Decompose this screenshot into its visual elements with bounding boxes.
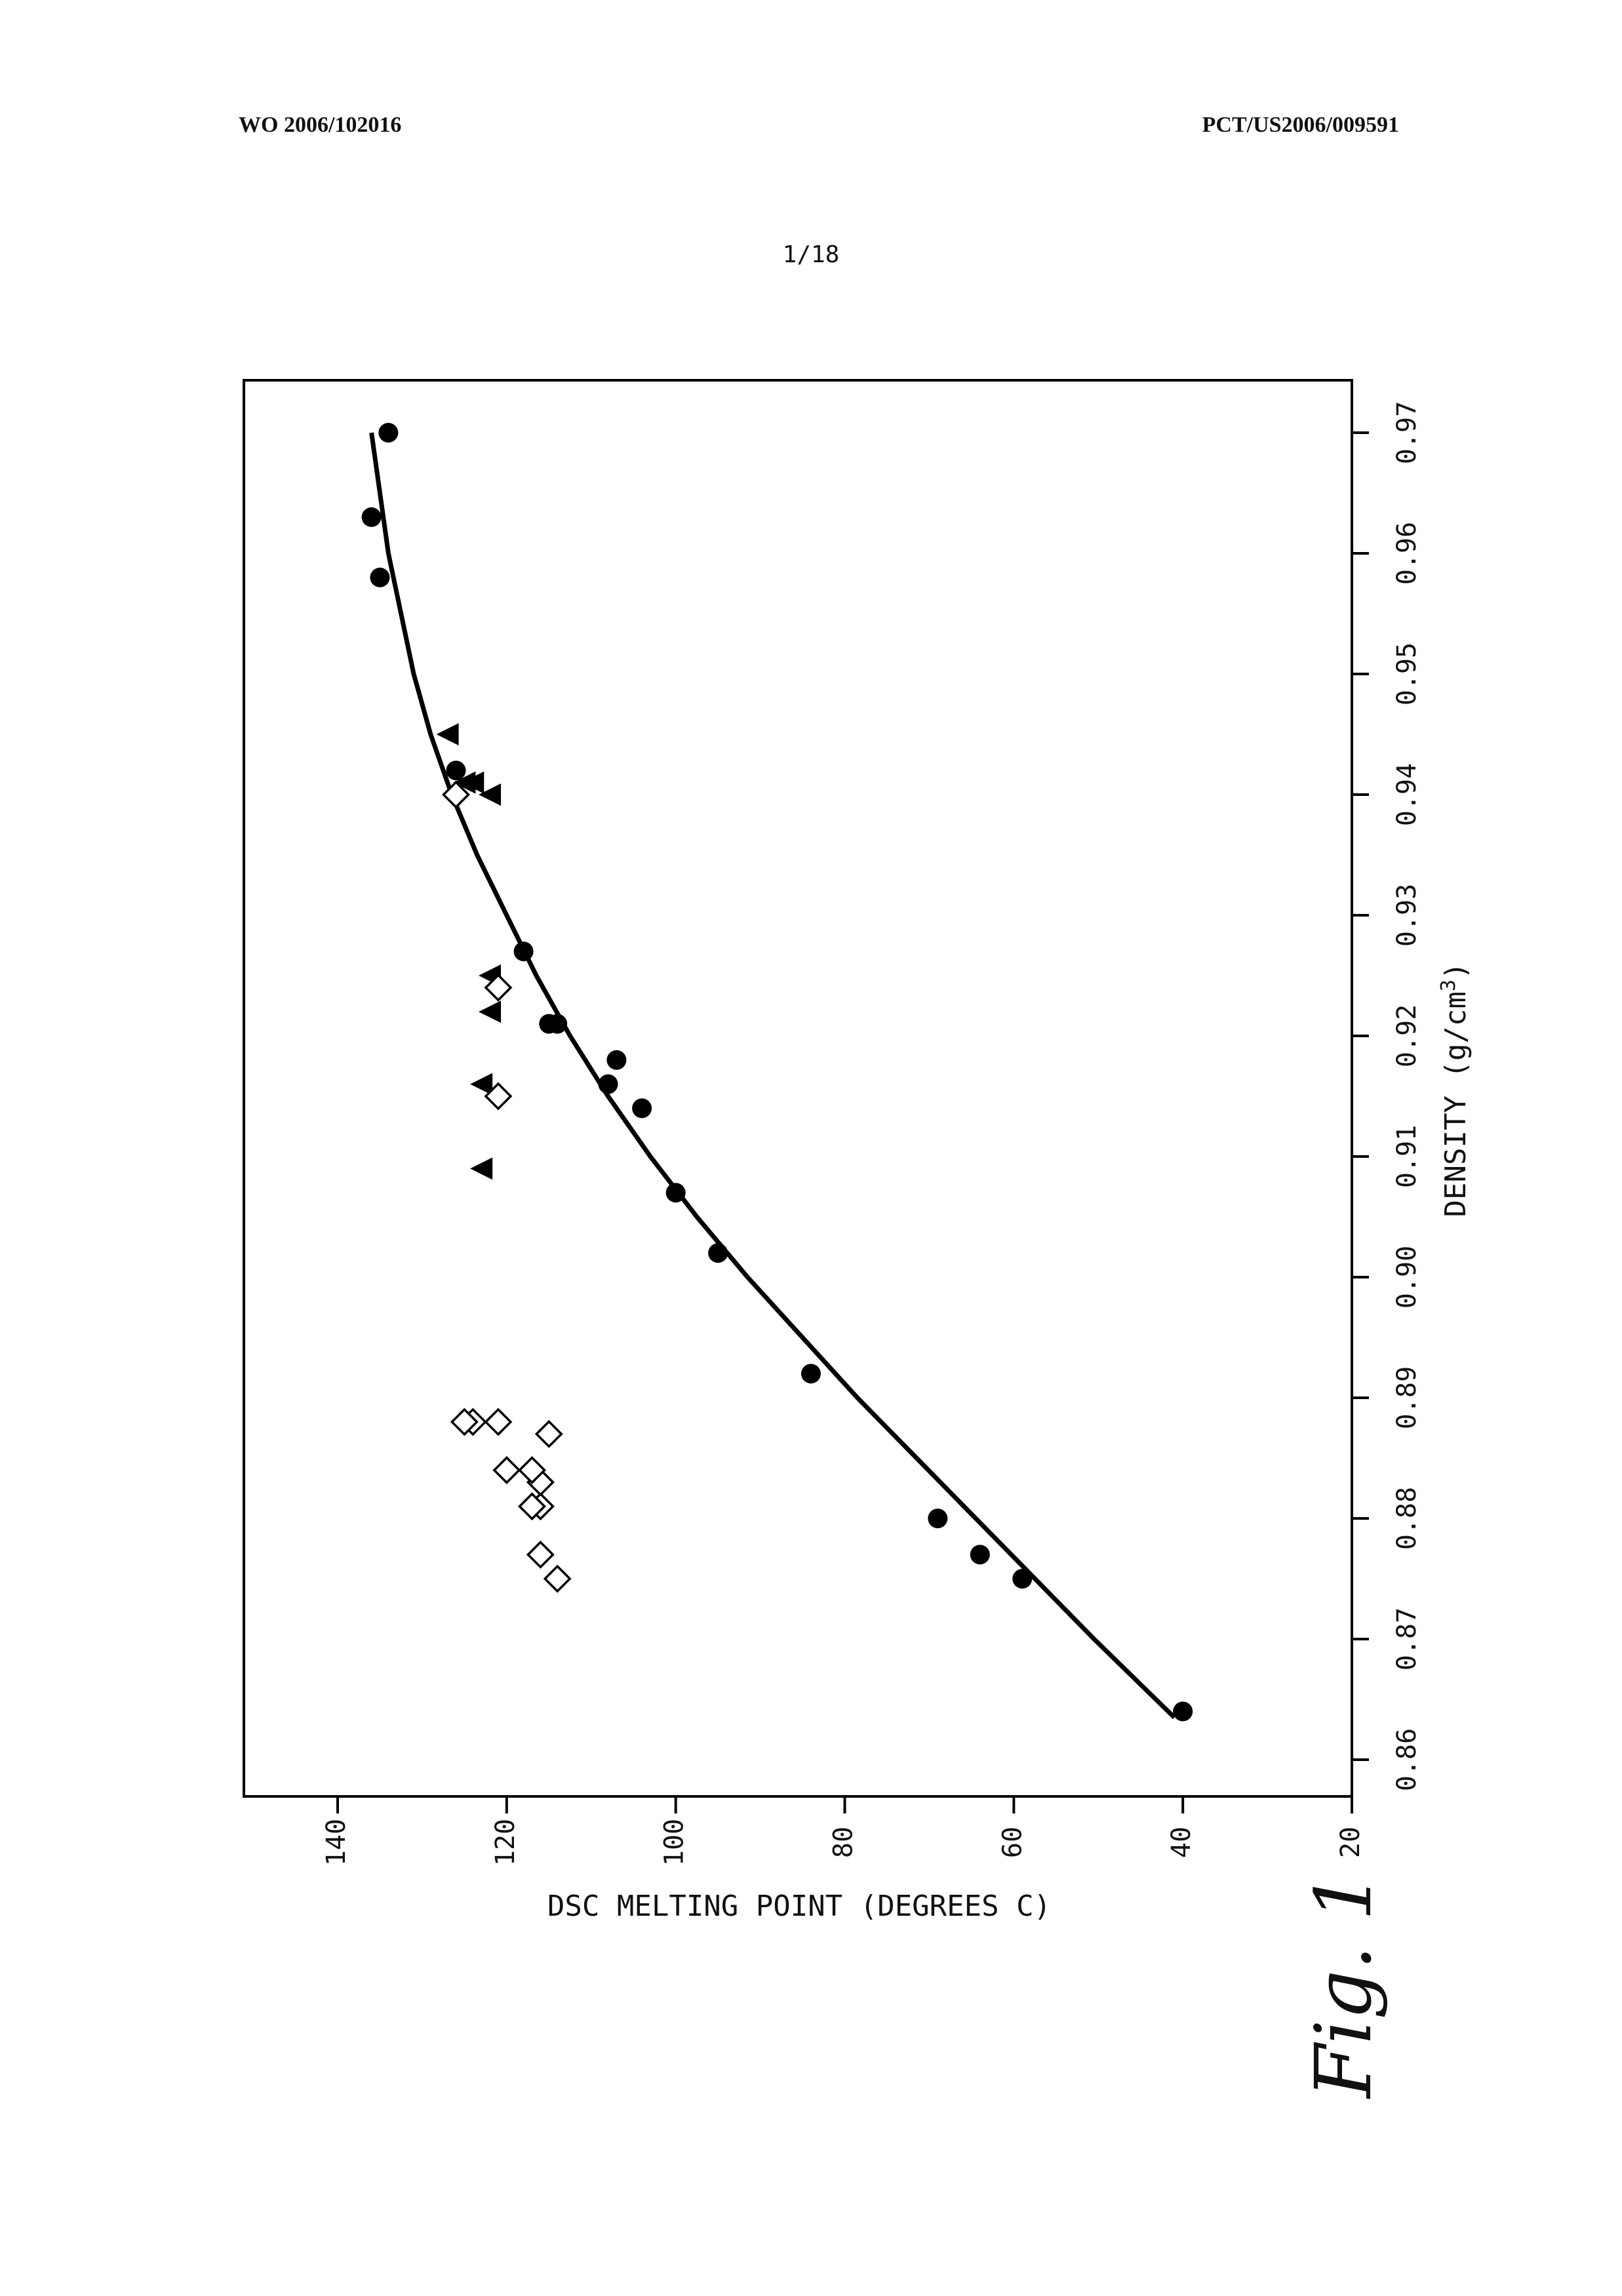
density-tick-label: 0.94 [1392,763,1422,826]
filled-triangle-point [437,723,459,745]
plot-frame [244,380,1352,1796]
melting-point-tick-label: 100 [660,1819,690,1866]
filled-circle-point [606,1050,626,1070]
filled-circle-point [970,1545,990,1564]
filled-circle-point [370,568,389,587]
density-tick-label: 0.97 [1392,401,1422,464]
melting-point-tick-label: 140 [321,1819,351,1866]
density-axis-title: DENSITY (g/cm3) [1437,962,1473,1217]
melting-point-tick-label: 120 [490,1819,521,1866]
density-tick-label: 0.87 [1392,1608,1422,1671]
filled-circle-point [378,423,398,443]
density-tick-label: 0.92 [1392,1004,1422,1067]
density-tick-label: 0.88 [1392,1487,1422,1550]
filled-circle-point [666,1183,686,1202]
density-tick-label: 0.93 [1392,884,1422,947]
density-tick-label: 0.89 [1392,1366,1422,1429]
filled-circle-point [632,1098,652,1118]
density-tick-label: 0.90 [1392,1246,1422,1309]
open-diamond-point [494,1457,519,1482]
filled-circle-point [801,1364,821,1383]
filled-circle-point [1012,1569,1032,1589]
figure-label: Fig. 1 [1298,1872,1389,2098]
open-diamond-point [545,1566,570,1591]
filled-circle-point [514,941,534,961]
filled-circle-point [599,1075,618,1094]
density-tick-label: 0.91 [1392,1125,1422,1188]
density-tick-label: 0.96 [1392,522,1422,585]
data-points [362,423,1193,1721]
melting-point-tick-label: 60 [997,1827,1027,1858]
open-diamond-point [536,1421,561,1446]
melting-point-axis: 20 40 60 80 100 120 140 [321,1796,1366,1866]
filled-circle-point [708,1243,728,1263]
filled-circle-point [362,507,382,527]
density-axis: 0.86 0.87 0.88 0.89 0.90 0.91 0.92 0.93 0.94 0.95… [1352,401,1422,1791]
open-diamond-point [528,1542,553,1567]
filled-circle-point [1173,1701,1193,1721]
filled-circle-point [928,1509,947,1528]
melting-point-axis-title: DSC MELTING POINT (DEGREES C) [547,1890,1051,1923]
open-diamond-point [486,1410,511,1435]
melting-point-tick-label: 20 [1335,1827,1366,1858]
density-tick-label: 0.86 [1392,1728,1422,1791]
melting-point-tick-label: 40 [1166,1827,1197,1858]
filled-triangle-point [479,1000,501,1023]
melting-point-tick-label: 80 [829,1827,859,1858]
filled-triangle-point [470,1157,492,1179]
filled-circle-point [446,761,465,780]
filled-circle-point [539,1014,559,1034]
density-tick-label: 0.95 [1392,643,1422,705]
